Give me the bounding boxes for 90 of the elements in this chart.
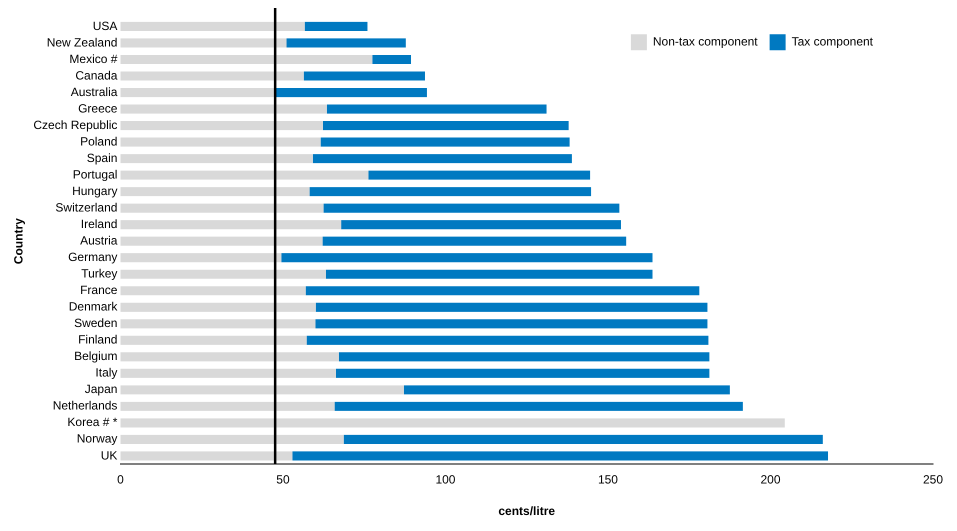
x-tick-label: 0 bbox=[117, 472, 124, 487]
bar bbox=[368, 170, 590, 180]
bar bbox=[326, 104, 547, 114]
bar bbox=[275, 88, 427, 98]
y-tick-label: France bbox=[80, 283, 118, 298]
y-tick-label: Norway bbox=[76, 432, 118, 446]
bar bbox=[120, 220, 342, 230]
y-tick-label: Netherlands bbox=[52, 398, 118, 413]
y-tick-label: Turkey bbox=[81, 266, 118, 281]
bar bbox=[120, 368, 336, 378]
y-tick-label: Canada bbox=[75, 68, 118, 82]
bar bbox=[120, 385, 404, 394]
x-tick-label: 100 bbox=[435, 472, 456, 487]
bar bbox=[286, 38, 406, 48]
bar bbox=[120, 270, 326, 279]
bar bbox=[120, 154, 313, 164]
bar bbox=[336, 368, 710, 378]
bar bbox=[341, 220, 621, 230]
bar bbox=[120, 352, 339, 362]
x-tick-label: 250 bbox=[922, 472, 944, 487]
y-tick-label: New Zealand bbox=[46, 35, 118, 50]
bar bbox=[334, 402, 743, 411]
bar bbox=[120, 104, 327, 114]
bar bbox=[120, 434, 344, 444]
bar bbox=[120, 286, 306, 296]
bar bbox=[120, 253, 282, 262]
bar bbox=[306, 286, 700, 296]
y-tick-label: Denmark bbox=[68, 300, 118, 314]
y-axis-title: Country bbox=[12, 218, 26, 264]
y-tick-label: Sweden bbox=[74, 316, 118, 330]
x-tick-label: 150 bbox=[598, 472, 618, 487]
x-tick-label: 50 bbox=[276, 472, 290, 487]
bar bbox=[316, 302, 708, 312]
bar bbox=[120, 187, 310, 196]
bar bbox=[120, 54, 372, 64]
bar bbox=[344, 434, 823, 444]
legend-label: Non-tax component bbox=[652, 34, 758, 49]
bar bbox=[320, 138, 570, 147]
bar bbox=[120, 22, 305, 31]
y-tick-label: Korea # * bbox=[67, 415, 118, 430]
bar bbox=[120, 71, 304, 81]
bar bbox=[120, 418, 785, 428]
bar bbox=[120, 38, 287, 48]
x-axis-title: cents/litre bbox=[498, 504, 556, 518]
y-tick-label: Austria bbox=[80, 234, 118, 248]
bar bbox=[120, 170, 368, 180]
y-tick-label: UK bbox=[100, 448, 118, 462]
y-tick-label: Finland bbox=[78, 332, 118, 347]
bar bbox=[322, 121, 569, 130]
bar bbox=[312, 154, 572, 164]
y-tick-label: Switzerland bbox=[55, 200, 118, 214]
y-tick-label: Belgium bbox=[74, 349, 118, 364]
bar bbox=[120, 336, 307, 345]
bar bbox=[310, 187, 592, 196]
x-tick-label: 200 bbox=[760, 472, 781, 487]
legend-label: Tax component bbox=[792, 34, 874, 49]
y-tick-label: Czech Republic bbox=[33, 118, 118, 132]
y-tick-label: Australia bbox=[70, 84, 118, 99]
bar bbox=[120, 236, 323, 246]
bar bbox=[120, 88, 276, 98]
y-tick-label: Japan bbox=[84, 382, 118, 396]
y-tick-label: Spain bbox=[86, 150, 118, 165]
bar bbox=[120, 302, 316, 312]
y-tick-label: Italy bbox=[95, 366, 118, 380]
bar bbox=[326, 270, 653, 279]
bar bbox=[338, 352, 710, 362]
bar bbox=[304, 71, 425, 81]
bar bbox=[281, 253, 653, 262]
y-tick-label: Germany bbox=[68, 250, 118, 264]
bar bbox=[120, 204, 324, 213]
bar bbox=[324, 204, 620, 213]
bar bbox=[404, 385, 730, 394]
y-tick-label: USA bbox=[92, 18, 118, 33]
y-tick-label: Mexico # bbox=[69, 52, 118, 66]
bar bbox=[304, 22, 368, 31]
bar bbox=[120, 319, 316, 328]
bar bbox=[372, 54, 412, 64]
bar bbox=[306, 336, 708, 345]
bar bbox=[120, 121, 323, 130]
y-tick-label: Portugal bbox=[72, 167, 118, 182]
bar bbox=[315, 319, 708, 328]
bar bbox=[120, 402, 335, 411]
bar bbox=[120, 451, 292, 460]
bar bbox=[322, 236, 626, 246]
y-tick-label: Poland bbox=[80, 134, 118, 148]
y-tick-label: Hungary bbox=[72, 184, 118, 198]
bar bbox=[292, 451, 828, 460]
y-tick-label: Ireland bbox=[80, 216, 118, 231]
bar bbox=[120, 138, 321, 147]
y-tick-label: Greece bbox=[78, 101, 118, 116]
